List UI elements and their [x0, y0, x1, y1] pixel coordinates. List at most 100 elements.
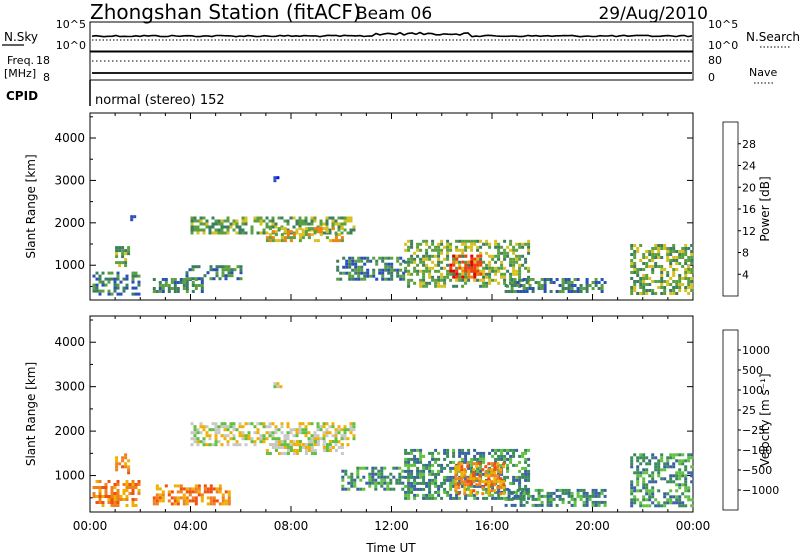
power-cell [527, 266, 531, 270]
power-cell [485, 272, 489, 276]
power-cell [687, 256, 691, 259]
velocity-cell [437, 490, 441, 494]
velocity-cell [469, 480, 473, 484]
power-cell [479, 254, 483, 258]
power-cell [663, 286, 667, 289]
power-cell [461, 239, 465, 243]
power-cell [161, 290, 165, 293]
power-cell [506, 269, 510, 273]
velocity-cell [678, 471, 682, 475]
velocity-cell [443, 490, 447, 494]
time-tick-label: 08:00 [274, 519, 309, 533]
power-cell [564, 287, 568, 290]
power-cell [540, 287, 544, 290]
power-cell [202, 231, 206, 235]
power-cell [193, 216, 197, 220]
power-cell [510, 281, 514, 284]
velocity-cell [518, 475, 522, 479]
power-cell [422, 260, 426, 264]
power-cell [512, 263, 516, 267]
power-cell [639, 286, 643, 289]
power-cell [425, 248, 429, 252]
power-cell [419, 284, 423, 288]
velocity-cell [428, 451, 432, 455]
power-cell [512, 257, 516, 261]
velocity-cell [507, 497, 511, 501]
power-cell [543, 281, 547, 284]
power-cell [378, 256, 382, 260]
power-cell [101, 280, 105, 284]
power-cell [657, 253, 661, 256]
velocity-cell [292, 440, 296, 444]
velocity-cell [341, 475, 345, 479]
velocity-cell [681, 504, 685, 508]
power-cell [440, 251, 444, 255]
power-cell [164, 281, 168, 284]
velocity-cell [161, 490, 165, 494]
power-cell [292, 231, 296, 235]
velocity-cell [331, 434, 335, 438]
power-cell [131, 280, 135, 284]
velocity-cell [185, 487, 189, 491]
velocity-cell [407, 493, 411, 497]
power-cell [633, 265, 637, 268]
velocity-cell [122, 483, 126, 486]
velocity-cell [310, 449, 314, 452]
power-cell [488, 242, 492, 246]
velocity-cell [98, 480, 102, 483]
velocity-cell [684, 474, 688, 478]
velocity-cell [313, 431, 317, 435]
velocity-cell [125, 483, 129, 486]
velocity-cell [191, 490, 195, 494]
velocity-cell [425, 481, 429, 485]
velocity-cell [413, 475, 417, 479]
velocity-cell [271, 443, 275, 446]
power-cell [630, 277, 634, 280]
velocity-cell [259, 437, 263, 441]
power-cell [678, 253, 682, 256]
velocity-cell [582, 491, 586, 495]
velocity-cell [337, 425, 341, 429]
power-cell [127, 252, 131, 256]
power-cell [182, 278, 186, 281]
velocity-cell [564, 488, 568, 492]
power-cell [648, 265, 652, 268]
velocity-cell [522, 491, 526, 495]
power-cell [543, 284, 547, 287]
power-cell [199, 222, 203, 226]
velocity-cell [232, 443, 236, 447]
velocity-cell [651, 474, 655, 478]
power-cell [357, 277, 361, 281]
power-cell [313, 219, 317, 223]
power-cell [645, 283, 649, 286]
velocity-cell [636, 480, 640, 484]
power-cell [115, 261, 119, 265]
velocity-cell [413, 493, 417, 497]
power-cell [597, 281, 601, 284]
velocity-cell [455, 490, 459, 494]
velocity-cell [362, 475, 366, 479]
velocity-cell [167, 493, 171, 497]
power-cell [464, 248, 468, 252]
velocity-cell [188, 487, 192, 491]
velocity-colorbar-label: 500 [742, 364, 763, 377]
power-cell [464, 281, 468, 285]
power-colorbar-label: 8 [742, 247, 749, 260]
power-cell [479, 284, 483, 288]
power-cell [470, 266, 474, 270]
velocity-cell [419, 475, 423, 479]
power-cell [328, 216, 332, 220]
velocity-cell [485, 490, 489, 494]
velocity-cell [666, 501, 670, 505]
power-cell [130, 215, 134, 219]
velocity-cell [521, 454, 525, 458]
power-cell [636, 280, 640, 283]
power-cell [298, 219, 302, 223]
power-cell [654, 280, 658, 283]
cpid-value: normal (stereo) 152 [95, 93, 225, 108]
power-cell [124, 258, 128, 262]
power-cell [221, 274, 225, 278]
power-cell [470, 269, 474, 273]
velocity-cell [319, 425, 323, 429]
